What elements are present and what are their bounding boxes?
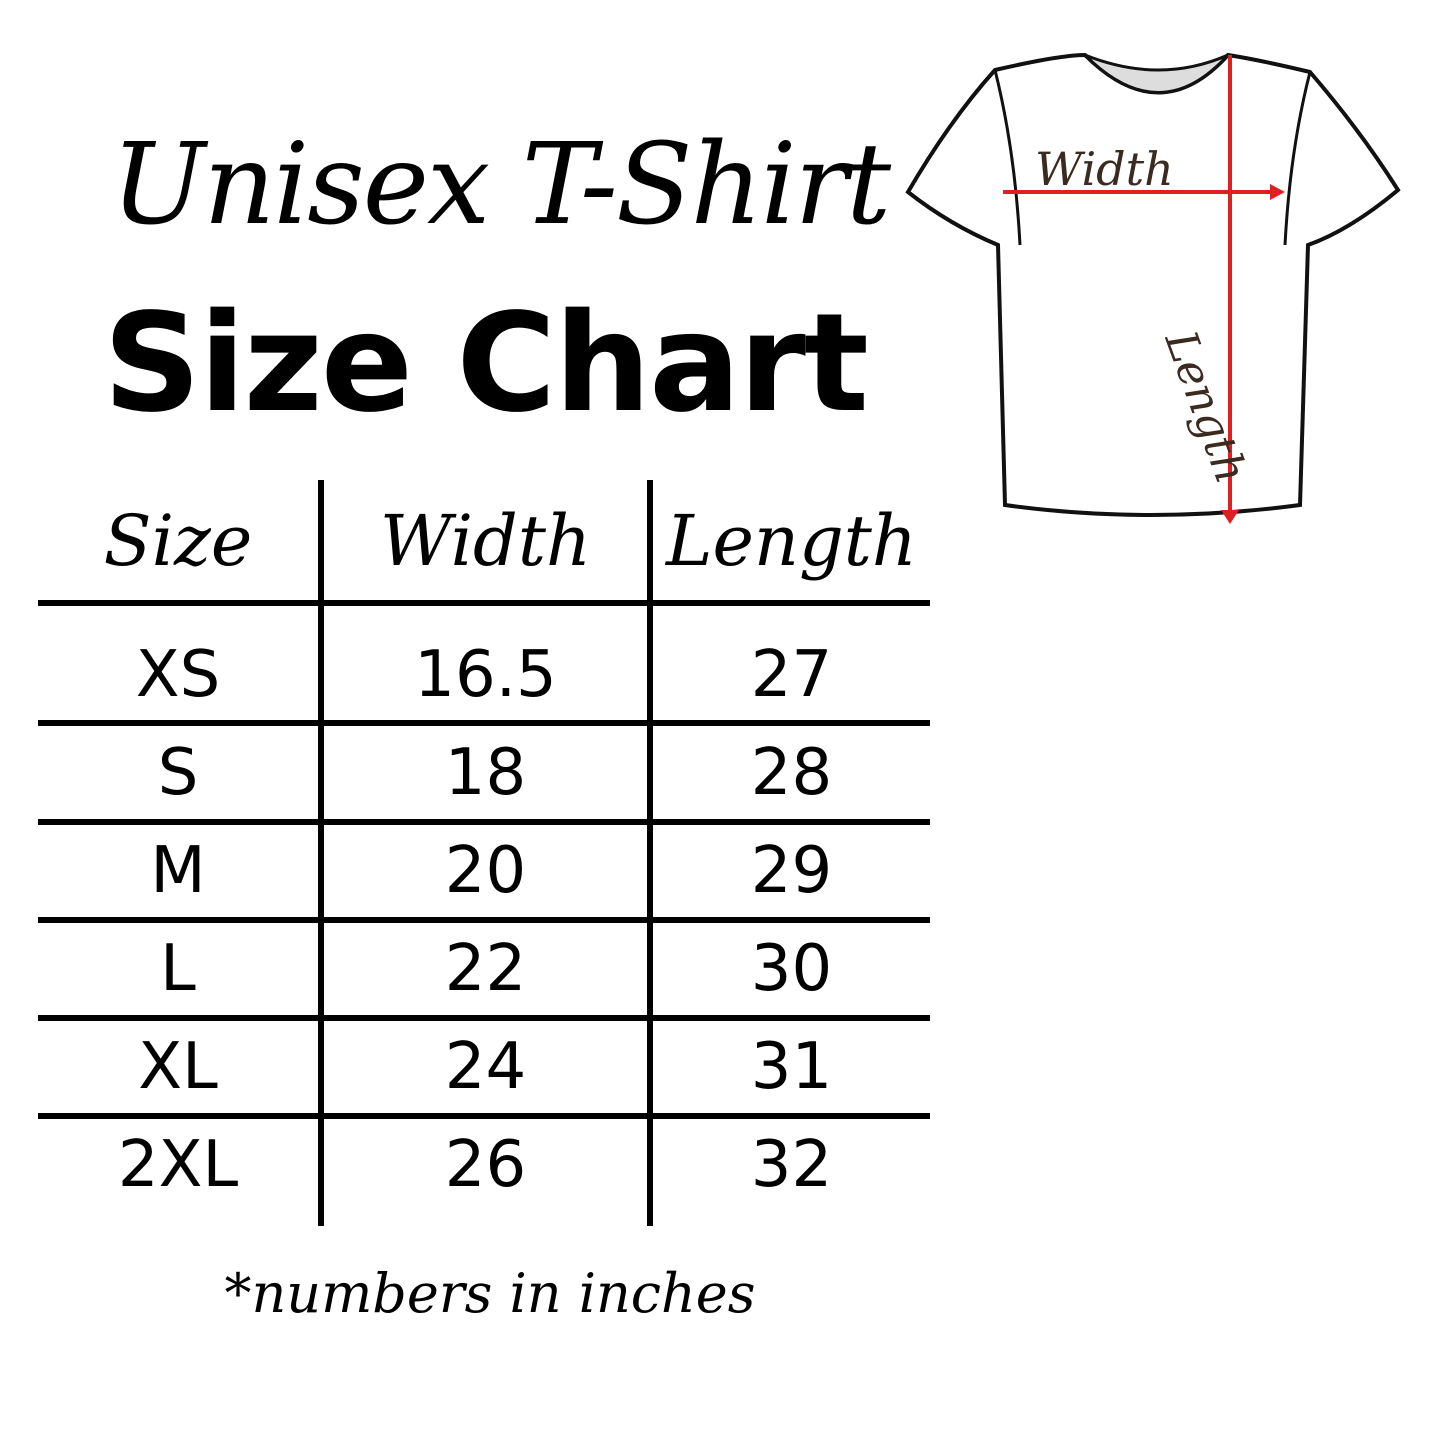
table-divider (38, 917, 930, 923)
footnote: *numbers in inches (224, 1262, 756, 1325)
table-divider (318, 480, 324, 1226)
cell-size: XL (138, 1030, 218, 1104)
title-script: Unisex T-Shirt (110, 120, 891, 250)
table-divider (38, 1113, 930, 1119)
cell-width: 26 (444, 1128, 527, 1202)
tshirt-outline (905, 52, 1401, 517)
table-divider (38, 720, 930, 726)
table-divider (38, 1015, 930, 1021)
table-divider (38, 819, 930, 825)
cell-length: 27 (750, 638, 833, 712)
header-width: Width (379, 500, 592, 582)
header-size: Size (103, 500, 253, 582)
cell-size: M (150, 834, 206, 908)
table-divider (38, 600, 930, 606)
cell-length: 28 (750, 736, 833, 810)
cell-length: 30 (750, 932, 833, 1006)
cell-width: 20 (444, 834, 527, 908)
cell-length: 29 (750, 834, 833, 908)
cell-size: XS (135, 638, 221, 712)
cell-width: 22 (444, 932, 527, 1006)
tshirt-diagram: Width Length (905, 52, 1401, 524)
cell-width: 16.5 (414, 638, 557, 712)
cell-length: 31 (750, 1030, 833, 1104)
cell-size: L (160, 932, 196, 1006)
cell-width: 24 (444, 1030, 527, 1104)
length-arrowhead-icon (1221, 510, 1239, 524)
width-arrowhead-icon (1270, 184, 1285, 200)
page-title: Size Chart (103, 285, 869, 443)
cell-length: 32 (750, 1128, 833, 1202)
cell-size: S (157, 736, 199, 810)
table-divider (647, 480, 653, 1226)
header-length: Length (665, 500, 917, 582)
cell-size: 2XL (117, 1128, 239, 1202)
cell-width: 18 (444, 736, 527, 810)
tshirt-collar (1083, 53, 1230, 94)
width-label: Width (1035, 142, 1174, 196)
